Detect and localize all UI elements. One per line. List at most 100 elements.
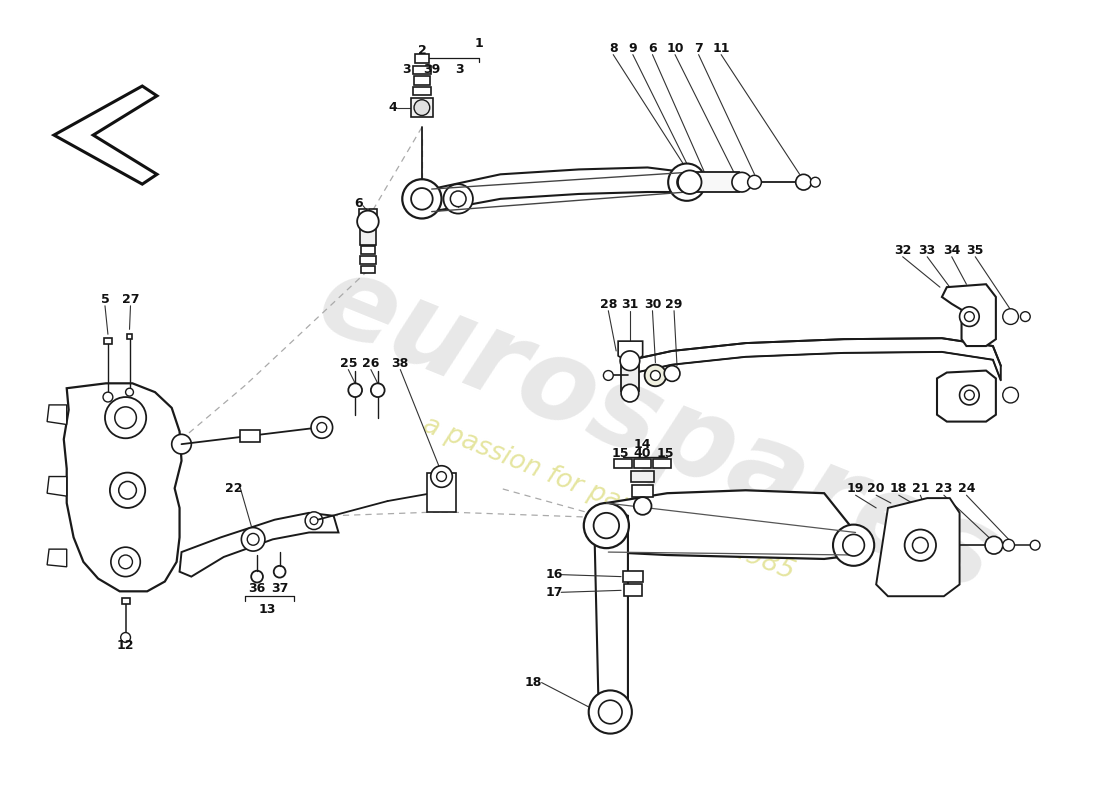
Text: 24: 24 xyxy=(958,482,976,495)
Text: 3: 3 xyxy=(455,63,463,76)
Text: a passion for parts since 1985: a passion for parts since 1985 xyxy=(419,411,798,585)
Bar xyxy=(241,430,260,442)
Circle shape xyxy=(732,172,751,192)
Circle shape xyxy=(114,407,136,429)
Circle shape xyxy=(604,370,613,380)
Bar xyxy=(690,172,739,192)
Bar xyxy=(415,54,429,63)
Text: 22: 22 xyxy=(224,482,242,495)
Circle shape xyxy=(598,700,623,724)
Circle shape xyxy=(650,370,660,380)
Circle shape xyxy=(664,366,680,382)
Circle shape xyxy=(811,178,821,187)
Bar xyxy=(360,256,376,264)
Text: 20: 20 xyxy=(868,482,884,495)
Text: 14: 14 xyxy=(634,438,651,450)
Text: 9: 9 xyxy=(628,42,637,55)
Circle shape xyxy=(645,365,667,386)
Circle shape xyxy=(594,513,619,538)
Circle shape xyxy=(103,392,113,402)
Bar xyxy=(631,470,654,482)
Text: 12: 12 xyxy=(117,638,134,652)
Text: 39: 39 xyxy=(424,63,440,76)
Bar xyxy=(368,209,377,218)
Polygon shape xyxy=(179,513,339,577)
Bar xyxy=(414,87,431,95)
Text: 27: 27 xyxy=(122,294,140,306)
Bar xyxy=(634,459,651,468)
Bar xyxy=(653,459,671,468)
Bar xyxy=(359,209,367,218)
Circle shape xyxy=(904,530,936,561)
Text: 15: 15 xyxy=(657,447,674,461)
Circle shape xyxy=(311,417,332,438)
Bar xyxy=(361,246,375,254)
Circle shape xyxy=(241,527,265,551)
Circle shape xyxy=(443,184,473,214)
Circle shape xyxy=(1031,540,1040,550)
Circle shape xyxy=(371,383,385,397)
Circle shape xyxy=(621,384,639,402)
Text: 6: 6 xyxy=(354,198,362,210)
Circle shape xyxy=(121,633,131,642)
Text: 21: 21 xyxy=(912,482,930,495)
Circle shape xyxy=(125,388,133,396)
Circle shape xyxy=(965,390,975,400)
Polygon shape xyxy=(47,477,67,496)
Circle shape xyxy=(104,397,146,438)
Circle shape xyxy=(251,570,263,582)
Text: 1: 1 xyxy=(474,38,483,50)
Circle shape xyxy=(403,179,441,218)
Circle shape xyxy=(986,536,1003,554)
Text: 7: 7 xyxy=(694,42,703,55)
Bar xyxy=(624,585,641,596)
Bar xyxy=(414,66,431,74)
Text: 16: 16 xyxy=(546,568,563,581)
Text: eurospares: eurospares xyxy=(302,243,1012,616)
Bar xyxy=(104,338,112,344)
Circle shape xyxy=(1021,312,1031,322)
Circle shape xyxy=(349,383,362,397)
Text: 32: 32 xyxy=(894,244,912,258)
Circle shape xyxy=(965,312,975,322)
Text: 33: 33 xyxy=(918,244,936,258)
Circle shape xyxy=(584,503,629,548)
Circle shape xyxy=(305,512,322,530)
Text: 34: 34 xyxy=(943,244,960,258)
Text: 23: 23 xyxy=(935,482,953,495)
Polygon shape xyxy=(431,167,686,212)
Text: 19: 19 xyxy=(847,482,865,495)
Circle shape xyxy=(843,534,865,556)
Bar xyxy=(621,360,639,391)
Text: 28: 28 xyxy=(600,298,617,311)
Circle shape xyxy=(119,482,136,499)
Circle shape xyxy=(450,191,466,206)
Text: 25: 25 xyxy=(340,357,358,370)
Circle shape xyxy=(833,525,875,566)
Circle shape xyxy=(431,466,452,487)
Text: 4: 4 xyxy=(388,101,397,114)
Bar xyxy=(631,486,653,497)
Circle shape xyxy=(1003,309,1019,325)
Text: 37: 37 xyxy=(271,582,288,595)
Text: 29: 29 xyxy=(666,298,683,311)
Circle shape xyxy=(411,188,432,210)
Text: 5: 5 xyxy=(100,294,109,306)
Circle shape xyxy=(676,172,696,192)
Text: 10: 10 xyxy=(667,42,684,55)
Circle shape xyxy=(358,210,378,232)
Bar xyxy=(126,334,132,338)
Text: 2: 2 xyxy=(418,44,427,58)
Circle shape xyxy=(310,517,318,525)
Text: 18: 18 xyxy=(890,482,908,495)
Circle shape xyxy=(172,434,191,454)
Text: 40: 40 xyxy=(634,447,651,461)
Circle shape xyxy=(959,306,979,326)
Text: 15: 15 xyxy=(612,447,629,461)
Circle shape xyxy=(111,547,141,577)
Circle shape xyxy=(588,690,631,734)
Text: 8: 8 xyxy=(609,42,617,55)
Circle shape xyxy=(274,566,286,578)
Polygon shape xyxy=(54,86,157,184)
Circle shape xyxy=(317,422,327,432)
